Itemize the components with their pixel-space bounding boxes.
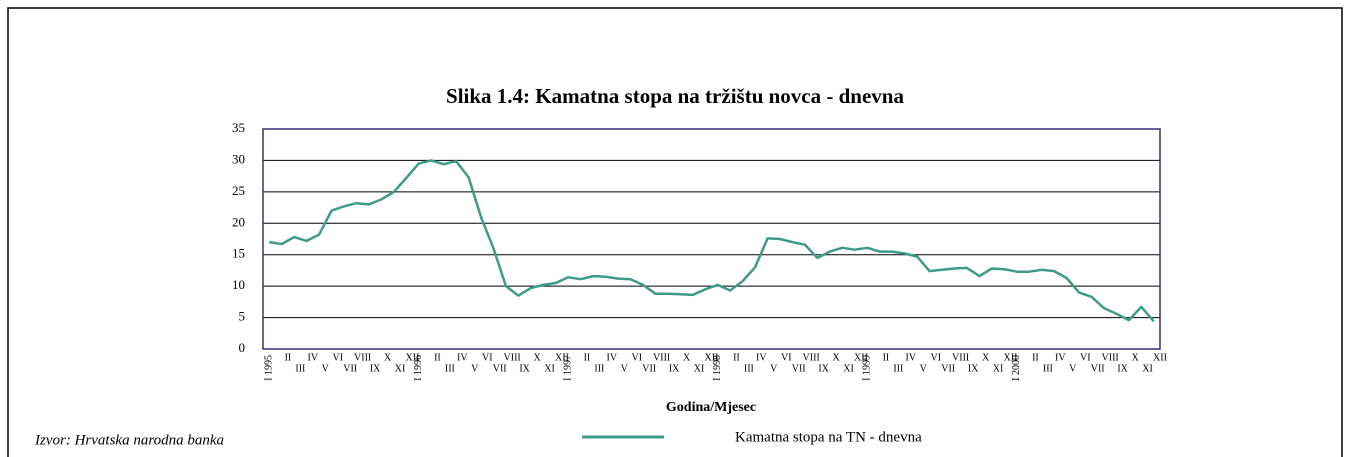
x-tick-label: III <box>1043 363 1053 374</box>
y-tick-label: 5 <box>239 309 246 324</box>
x-tick-label: II <box>584 352 591 363</box>
y-tick-label: 20 <box>232 214 245 229</box>
x-tick-label: VII <box>941 363 955 374</box>
x-tick-label: V <box>770 363 778 374</box>
x-tick-label: III <box>594 363 604 374</box>
x-tick-label: VIII <box>1102 352 1119 363</box>
x-tick-label: I 1996 <box>413 355 424 381</box>
y-tick-label: 35 <box>232 120 245 135</box>
x-tick-label: X <box>832 352 840 363</box>
x-tick-label: I 1997 <box>563 355 574 381</box>
x-tick-label: X <box>982 352 990 363</box>
x-tick-label: X <box>533 352 541 363</box>
x-tick-label: VI <box>930 352 941 363</box>
y-tick-label: 10 <box>232 277 245 292</box>
x-tick-label: II <box>733 352 740 363</box>
x-tick-label: VIII <box>803 352 820 363</box>
x-tick-label: V <box>621 363 629 374</box>
x-tick-label: VI <box>332 352 343 363</box>
x-tick-label: XII <box>705 352 719 363</box>
x-axis-label: Godina/Mjesec <box>666 400 756 415</box>
x-tick-label: XII <box>1004 352 1018 363</box>
x-tick-label: IV <box>308 352 319 363</box>
x-tick-label: V <box>1069 363 1077 374</box>
x-tick-label: VII <box>642 363 656 374</box>
x-tick-label: VI <box>482 352 493 363</box>
x-tick-label: I 1998 <box>712 355 723 381</box>
x-tick-label: X <box>1131 352 1139 363</box>
x-tick-label: VIII <box>354 352 371 363</box>
x-tick-label: II <box>285 352 292 363</box>
x-tick-label: XII <box>1153 352 1167 363</box>
x-tick-label: I 1995 <box>264 355 275 381</box>
x-tick-label: VIII <box>653 352 670 363</box>
x-tick-label: IX <box>968 363 979 374</box>
x-tick-label: VI <box>781 352 792 363</box>
x-tick-label: XI <box>1142 363 1153 374</box>
x-tick-label: XI <box>843 363 854 374</box>
x-tick-label: II <box>434 352 441 363</box>
plot-border <box>262 128 1161 350</box>
x-tick-label: IX <box>669 363 680 374</box>
x-tick-label: IX <box>370 363 381 374</box>
x-tick-label: I 1999 <box>862 355 873 381</box>
x-tick-label: XI <box>694 363 705 374</box>
x-tick-label: IX <box>1117 363 1128 374</box>
x-tick-label: V <box>322 363 330 374</box>
line <box>269 159 1155 323</box>
x-tick-label: IX <box>818 363 829 374</box>
x-tick-label: XI <box>993 363 1004 374</box>
x-tick-label: IV <box>607 352 618 363</box>
x-tick-label: III <box>893 363 903 374</box>
x-tick-label: VI <box>631 352 642 363</box>
x-tick-label: III <box>445 363 455 374</box>
x-tick-label: III <box>295 363 305 374</box>
x-tick-label: VII <box>792 363 806 374</box>
x-tick-label: V <box>471 363 479 374</box>
x-tick-label: VIII <box>952 352 969 363</box>
x-tick-label: X <box>683 352 691 363</box>
x-tick-label: IX <box>519 363 530 374</box>
x-tick-label: IV <box>906 352 917 363</box>
x-tick-label: VIII <box>504 352 521 363</box>
x-tick-label: X <box>384 352 392 363</box>
x-tick-label: II <box>883 352 890 363</box>
x-tick-label: IV <box>756 352 767 363</box>
x-tick-label: XII <box>406 352 420 363</box>
x-tick-label: XI <box>395 363 406 374</box>
x-tick-label: III <box>744 363 754 374</box>
x-tick-label: II <box>1032 352 1039 363</box>
chart-title: Slika 1.4: Kamatna stopa na tržištu novc… <box>446 84 904 108</box>
x-tick-label: XI <box>544 363 555 374</box>
frame <box>7 7 1343 457</box>
source: Izvor: Hrvatska narodna banka <box>34 432 224 448</box>
x-tick-label: VII <box>343 363 357 374</box>
x-tick-label: VI <box>1080 352 1091 363</box>
x-tick-label: VII <box>493 363 507 374</box>
x-tick-label: I 2000 <box>1011 355 1022 381</box>
x-tick-label: VII <box>1091 363 1105 374</box>
y-tick-label: 15 <box>232 246 245 261</box>
x-tick-label: XII <box>555 352 569 363</box>
legend-label: Kamatna stopa na TN - dnevna <box>735 429 922 445</box>
x-tick-label: V <box>920 363 928 374</box>
x-tick-label: XII <box>854 352 868 363</box>
y-tick-label: 30 <box>232 151 245 166</box>
x-tick-label: IV <box>457 352 468 363</box>
y-tick-label: 25 <box>232 183 245 198</box>
x-tick-label: IV <box>1055 352 1066 363</box>
y-tick-label: 0 <box>239 340 246 355</box>
